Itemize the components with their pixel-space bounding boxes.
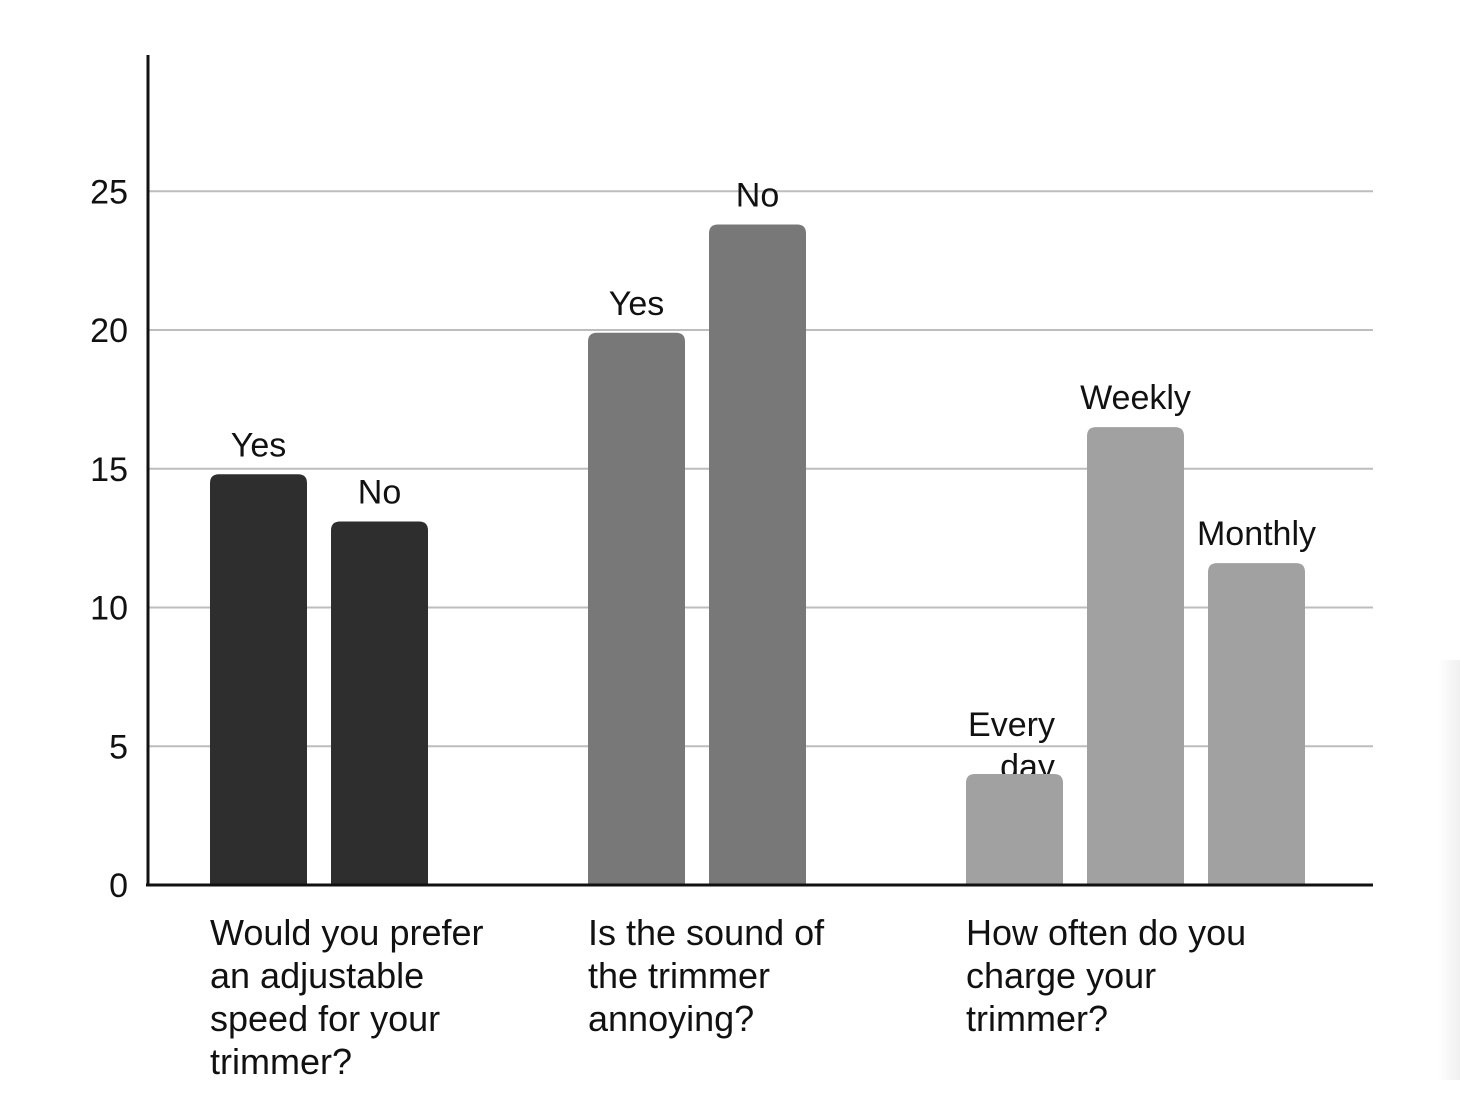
page-edge-shadow <box>1438 660 1460 1080</box>
y-tick-label: 15 <box>90 451 128 489</box>
bar <box>210 474 307 885</box>
bar <box>1208 563 1305 885</box>
category-label: speed for your <box>210 998 440 1039</box>
bar-label: Yes <box>609 285 664 323</box>
bar-label: Every <box>968 706 1055 744</box>
category-label: Would you prefer <box>210 912 483 953</box>
bar <box>709 224 806 886</box>
bar-label: Monthly <box>1197 515 1316 553</box>
y-tick-label: 5 <box>109 728 128 766</box>
bar-label: No <box>736 177 779 215</box>
category-label: trimmer? <box>966 998 1108 1039</box>
bar-label: Weekly <box>1080 379 1191 417</box>
bar <box>1087 427 1184 885</box>
category-label: an adjustable <box>210 955 424 996</box>
bar <box>588 332 685 885</box>
category-label: the trimmer <box>588 955 770 996</box>
category-label: trimmer? <box>210 1041 352 1082</box>
y-tick-label: 0 <box>109 867 128 905</box>
bar <box>331 521 428 885</box>
y-tick-label: 10 <box>90 590 128 628</box>
y-tick-label: 25 <box>90 173 128 211</box>
bar <box>966 774 1063 885</box>
category-label: annoying? <box>588 998 754 1039</box>
bar-label: Yes <box>231 426 286 464</box>
category-label: How often do you <box>966 912 1246 953</box>
y-tick-label: 20 <box>90 312 128 350</box>
category-label: Is the sound of <box>588 912 825 953</box>
bar-label: No <box>358 473 401 511</box>
category-label: charge your <box>966 955 1156 996</box>
